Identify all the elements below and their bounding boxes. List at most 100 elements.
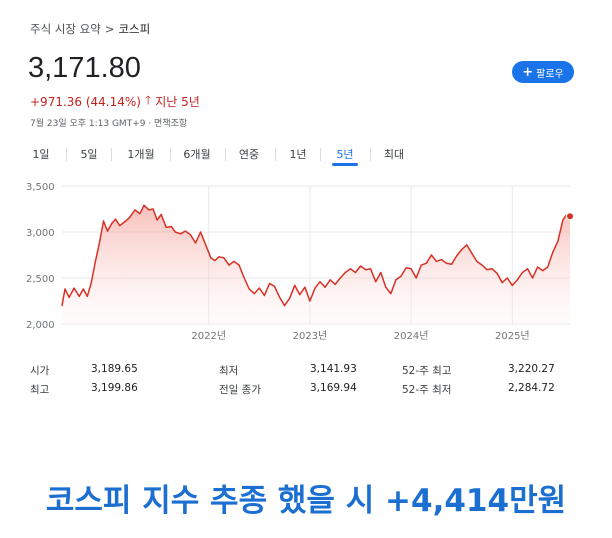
stat-52w-low-label: 52-주 최저 [402,384,452,396]
chart-data-point [359,265,362,267]
chart-data-point [124,221,126,223]
chart-data-point [329,279,331,281]
chart-data-point [238,264,240,266]
chart-data-point [160,213,162,216]
chart-x-tick-label: 2025년 [495,330,530,342]
chart-data-point [273,285,276,287]
chart-data-point [400,275,402,277]
chart-data-point [86,295,88,297]
breadcrumb-separator: > [104,22,115,36]
chart-y-tick-label: 2,000 [26,320,55,331]
chart-data-point [78,295,80,297]
chart-data-point [430,254,432,256]
chart-data-point [420,264,422,266]
chart-data-point [506,277,508,279]
chart-data-point [501,282,503,284]
chart-y-tick-label: 2,500 [26,274,55,285]
chart-data-point [435,260,437,262]
chart-data-point [445,262,448,264]
tab-ytd[interactable]: 연중 [238,148,260,161]
chart-data-point [279,296,281,298]
chart-data-point [68,296,70,298]
tab-max[interactable]: 최대 [383,148,405,161]
chart-data-point [461,248,463,251]
tab-divider [66,148,67,161]
chart-data-point [129,216,131,218]
chart-data-point [415,277,417,279]
chart-data-point [64,288,66,290]
tab-divider [320,148,321,161]
stat-high-label: 최고 [30,384,50,396]
tab-divider [370,148,371,161]
chart-x-tick-label: 2024년 [394,330,429,342]
follow-button[interactable]: + 팔로우 [512,61,574,83]
current-price: 3,171.80 [28,52,141,84]
chart-data-point [547,266,549,268]
tab-divider [111,148,112,161]
chart-data-point [94,260,96,262]
chart-data-point [375,281,377,283]
chart-data-point [481,264,483,266]
tab-5y[interactable]: 5년 [336,148,354,161]
chart-data-point [61,305,63,307]
chart-data-point [170,225,172,228]
chart-data-point [98,242,100,244]
chart-data-point [395,279,397,281]
chart-data-point [134,209,136,211]
chart-data-point [557,240,559,242]
chart-data-point [152,208,154,210]
chart-data-point [405,267,407,269]
chart-data-point [82,288,84,290]
chart-data-point [334,283,336,285]
stat-52w-high-label: 52-주 최고 [402,365,452,377]
breadcrumb-current: 코스피 [118,22,151,36]
chart-data-point [516,279,519,281]
chart-data-point [139,213,141,215]
tab-1d[interactable]: 1일 [32,148,50,161]
chart-data-point [410,268,412,270]
chart-data-point [174,231,176,233]
range-tabs: 1일 5일 1개월 6개월 연중 1년 5년 최대 [0,146,612,166]
chart-data-point [324,286,326,288]
tab-5d[interactable]: 5일 [80,148,98,161]
chart-data-point [440,259,443,261]
chart-data-point [284,305,286,307]
chart-data-point [200,231,202,233]
chart-data-point [385,286,387,288]
chart-data-point [223,257,225,259]
chart-data-point [233,260,235,262]
chart-data-point [476,260,478,262]
chart-data-point [294,284,296,286]
chart-data-point [521,271,524,274]
chart-data-point [466,244,468,246]
chart-data-point [156,219,158,221]
change-period-label: 지난 5년 [155,95,200,109]
chart-data-point [214,259,216,262]
price-change-value: +971.36 (44.14%) [30,94,141,109]
chart-data-point [491,268,493,270]
caption-text: 코스피 지수 추종 했을 시 +4,414만원 [45,483,567,519]
breadcrumb-root[interactable]: 주식 시장 요약 [30,22,101,36]
chart-data-point [552,251,554,253]
chart-data-point [390,293,392,295]
chart-data-point [486,269,488,271]
chart-data-point [258,287,260,289]
arrow-up-icon: 🡑 [144,93,152,107]
chart-data-point [210,257,212,259]
price-change: +971.36 (44.14%) 🡑 지난 5년 [30,91,200,112]
chart-y-tick-label: 3,000 [26,228,55,239]
stat-52w-high-value: 3,220.27 [508,363,555,375]
stat-low-label: 최저 [219,365,239,377]
chart-data-point [148,209,150,211]
chart-data-point [471,252,473,254]
chart-data-point [119,225,121,227]
chart-data-point [354,271,357,274]
tab-1y[interactable]: 1년 [289,148,307,161]
quote-timestamp: 7월 23일 오후 1:13 GMT+9 · 면책조항 [30,119,188,129]
chart-series-line [61,204,571,307]
tab-1m[interactable]: 1개월 [127,148,155,161]
stat-prev-close-value: 3,169.94 [310,382,357,394]
price-chart[interactable]: 3,500 3,000 2,500 2,000 2022년 2023년 2024년 2025… [0,170,612,350]
tab-6m[interactable]: 6개월 [183,148,211,161]
chart-data-point [179,233,181,235]
